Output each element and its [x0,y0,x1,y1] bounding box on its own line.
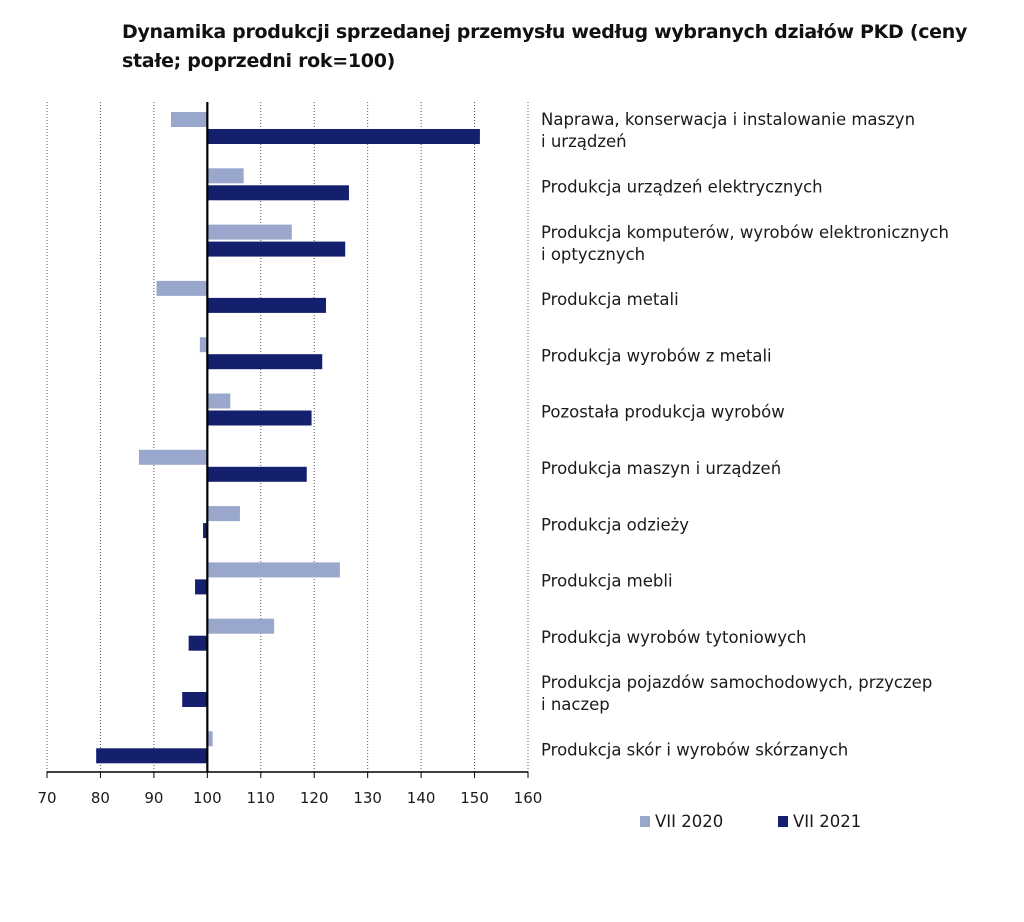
category-label: Produkcja wyrobów z metali [541,346,772,365]
bar-vii-2021 [207,354,323,370]
bar-vii-2020 [207,224,292,240]
bar-vii-2021 [96,748,208,764]
bar-vii-2020 [207,168,244,184]
x-tick-label: 90 [144,789,163,807]
bar-vii-2021 [207,466,307,482]
category-label: Produkcja wyrobów tytoniowych [541,628,806,647]
legend-label-vii-2020: VII 2020 [655,812,723,831]
category-label: Produkcja mebli [541,572,673,591]
x-tick-label: 100 [193,789,222,807]
bar-vii-2020 [207,506,240,522]
bar-vii-2021 [188,635,208,651]
category-label: Pozostała produkcja wyrobów [541,403,785,422]
bar-vii-2020 [156,280,208,296]
x-tick-label: 150 [460,789,489,807]
x-tick-label: 140 [407,789,436,807]
bar-vii-2021 [195,579,208,595]
category-label: Produkcja komputerów, wyrobów elektronic… [541,223,949,242]
bar-vii-2020 [207,731,213,747]
bar-vii-2021 [182,692,208,707]
bar-vii-2020 [138,449,208,465]
bar-vii-2021 [207,410,312,426]
bar-vii-2020 [207,393,231,409]
x-tick-label: 70 [37,789,56,807]
category-label: Produkcja pojazdów samochodowych, przycz… [541,673,932,692]
category-label: i urządzeń [541,132,627,151]
bar-vii-2020 [207,562,340,578]
x-tick-label: 80 [91,789,110,807]
legend-swatch-vii-2021 [778,816,788,827]
x-tick-label: 120 [300,789,329,807]
category-label: Produkcja skór i wyrobów skórzanych [541,740,848,759]
chart-title: Dynamika produkcji sprzedanej przemysłu … [122,21,968,72]
bar-vii-2020 [199,337,208,353]
category-label: Produkcja urządzeń elektrycznych [541,177,823,196]
category-label: i naczep [541,695,610,714]
category-label: Produkcja odzieży [541,515,689,534]
bar-vii-2020 [170,112,208,127]
bar-vii-2021 [207,241,346,257]
category-label: Naprawa, konserwacja i instalowanie masz… [541,110,915,129]
bar-vii-2021 [207,297,326,313]
x-tick-label: 160 [514,789,543,807]
category-label: i optycznych [541,245,645,264]
legend-swatch-vii-2020 [640,816,650,827]
category-label: Produkcja metali [541,290,679,309]
bar-vii-2020 [207,618,275,634]
bar-vii-2021 [207,129,480,144]
category-label: Produkcja maszyn i urządzeń [541,459,781,478]
x-tick-label: 130 [353,789,382,807]
bar-vii-2021 [203,523,208,539]
x-tick-label: 110 [246,789,275,807]
legend-label-vii-2021: VII 2021 [793,812,861,831]
bar-vii-2021 [207,185,349,201]
